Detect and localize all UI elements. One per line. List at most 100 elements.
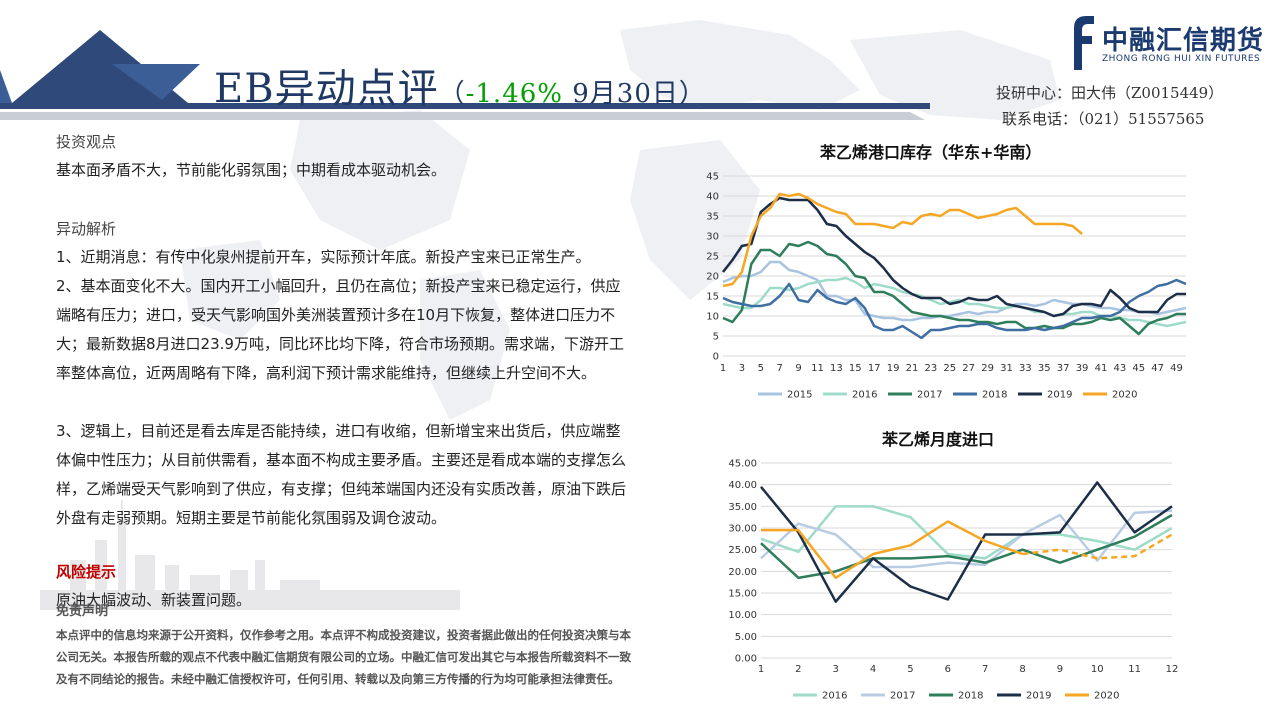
x-tick-label: 31	[1000, 363, 1013, 374]
header-banner	[0, 30, 930, 120]
x-tick-label: 19	[887, 363, 900, 374]
page-title: EB异动点评（-1.46% 9月30日）	[214, 56, 706, 114]
series-line-2016	[760, 505, 1173, 560]
series-line-2019	[722, 196, 1186, 318]
legend-label-2017: 2017	[917, 390, 942, 401]
series-line-2015	[722, 260, 1187, 322]
y-tick-label: 0	[713, 352, 719, 363]
import-line-chart: 0.00 5.00 10.00 15.00 20.00 25.00 30.00 35.00 40…	[728, 459, 1179, 702]
legend-label-2020: 2020	[1112, 390, 1137, 401]
banner-line-fade	[0, 112, 925, 120]
x-tick-label: 25	[943, 363, 956, 374]
x-tick-label: 11	[811, 363, 824, 374]
x-tick-label: 3	[739, 363, 745, 374]
x-tick-label: 17	[868, 363, 881, 374]
y-tick-label: 5	[713, 332, 719, 343]
x-tick-label: 29	[981, 363, 994, 374]
x-tick-label: 35	[1038, 363, 1051, 374]
y-tick-label: 15.00	[728, 589, 757, 600]
series-line-2020	[761, 520, 1023, 580]
investment-view-heading: 投资观点	[56, 133, 117, 151]
x-tick-label: 43	[1113, 363, 1126, 374]
y-tick-label: 40	[706, 192, 719, 203]
y-tick-label: 25.00	[728, 545, 757, 556]
risk-heading: 风险提示	[56, 563, 117, 581]
y-tick-label: 25	[706, 252, 719, 263]
y-tick-label: 5.00	[735, 632, 757, 643]
series-line-2018	[722, 278, 1187, 340]
analysis-paragraph-2: 2、基本面变化不大。国内开工小幅回升，且仍在高位；新投产宝来已稳定运行，供应端略…	[56, 277, 624, 382]
y-tick-label: 30.00	[728, 524, 757, 535]
y-tick-label: 35	[706, 212, 719, 223]
y-tick-label: 20	[706, 272, 719, 283]
legend-label-2019: 2019	[1047, 390, 1072, 401]
x-tick-label: 9	[1057, 664, 1063, 675]
x-tick-label: 8	[1019, 664, 1025, 675]
banner-triangle-light	[112, 64, 200, 100]
x-tick-label: 15	[849, 363, 862, 374]
y-tick-label: 0.00	[735, 654, 757, 665]
y-tick-label: 35.00	[728, 502, 757, 513]
series-line-2017	[722, 240, 1186, 336]
legend-label-2016: 2016	[822, 691, 847, 702]
contact-phone: 联系电话：（021）51557565	[1002, 110, 1205, 128]
analysis-paragraph-1: 1、近期消息：有传中化泉州提前开车，实际预计年底。新投产宝来已正常生产。	[56, 248, 591, 266]
x-tick-label: 4	[870, 664, 876, 675]
legend-label-2015: 2015	[787, 390, 812, 401]
x-tick-label: 27	[962, 363, 975, 374]
x-tick-label: 41	[1095, 363, 1108, 374]
x-tick-label: 49	[1170, 363, 1183, 374]
x-tick-label: 21	[906, 363, 919, 374]
x-tick-label: 33	[1019, 363, 1032, 374]
y-tick-label: 45	[706, 172, 719, 183]
series-line-2020	[722, 192, 1083, 288]
disclaimer-heading: 免责声明	[56, 604, 109, 619]
y-tick-label: 20.00	[728, 567, 757, 578]
x-tick-label: 7	[777, 363, 783, 374]
contact-researcher: 投研中心：田大伟（Z0015449）	[996, 84, 1224, 102]
series-line-2018	[760, 513, 1173, 580]
title-change-percent: -1.46%	[465, 79, 563, 109]
legend-label-2020: 2020	[1094, 691, 1119, 702]
company-logo-icon	[1074, 16, 1094, 70]
company-name-cn: 中融汇信期货	[1102, 26, 1265, 56]
legend-label-2018: 2018	[982, 390, 1007, 401]
x-tick-label: 11	[1128, 664, 1141, 675]
x-tick-label: 2	[795, 664, 801, 675]
x-tick-label: 47	[1151, 363, 1164, 374]
x-tick-label: 10	[1091, 664, 1104, 675]
y-tick-label: 10	[706, 312, 719, 323]
chart1-title: 苯乙烯港口库存（华东+华南）	[820, 143, 1042, 162]
series-line-dashed-2020	[1022, 533, 1173, 560]
x-tick-label: 12	[1166, 664, 1179, 675]
title-main: EB异动点评	[214, 66, 439, 112]
legend-label-2017: 2017	[890, 691, 915, 702]
y-tick-label: 10.00	[728, 610, 757, 621]
disclaimer-text: 本点评中的信息均来源于公开资料，仅作参考之用。本点评不构成投资建议，投资者据此做…	[56, 628, 631, 686]
y-tick-label: 40.00	[728, 480, 757, 491]
company-name-en: ZHONG RONG HUI XIN FUTURES	[1102, 54, 1261, 64]
x-tick-label: 45	[1132, 363, 1145, 374]
legend-label-2019: 2019	[1026, 691, 1051, 702]
x-tick-label: 5	[758, 363, 764, 374]
series-line-2017	[760, 509, 1173, 569]
investment-view-text: 基本面矛盾不大，节前能化弱氛围；中期看成本驱动机会。	[56, 161, 447, 179]
analysis-heading: 异动解析	[56, 220, 117, 238]
chart2-title: 苯乙烯月度进口	[882, 430, 995, 449]
risk-text: 原油大幅波动、新装置问题。	[56, 591, 252, 609]
legend-label-2016: 2016	[852, 390, 877, 401]
x-tick-label: 1	[720, 363, 726, 374]
y-tick-label: 30	[706, 232, 719, 243]
analysis-paragraph-3: 3、逻辑上，目前还是看去库是否能持续，进口有收缩，但新增宝来出货后，供应端整体偏…	[56, 422, 627, 527]
x-tick-label: 39	[1076, 363, 1089, 374]
y-tick-label: 45.00	[728, 459, 757, 470]
title-date: 9月30日）	[563, 79, 706, 109]
x-tick-label: 5	[907, 664, 913, 675]
title-paren: （	[438, 79, 466, 109]
x-tick-label: 23	[925, 363, 938, 374]
x-tick-label: 9	[795, 363, 801, 374]
x-tick-label: 37	[1057, 363, 1070, 374]
banner-left-wedge	[0, 70, 12, 103]
